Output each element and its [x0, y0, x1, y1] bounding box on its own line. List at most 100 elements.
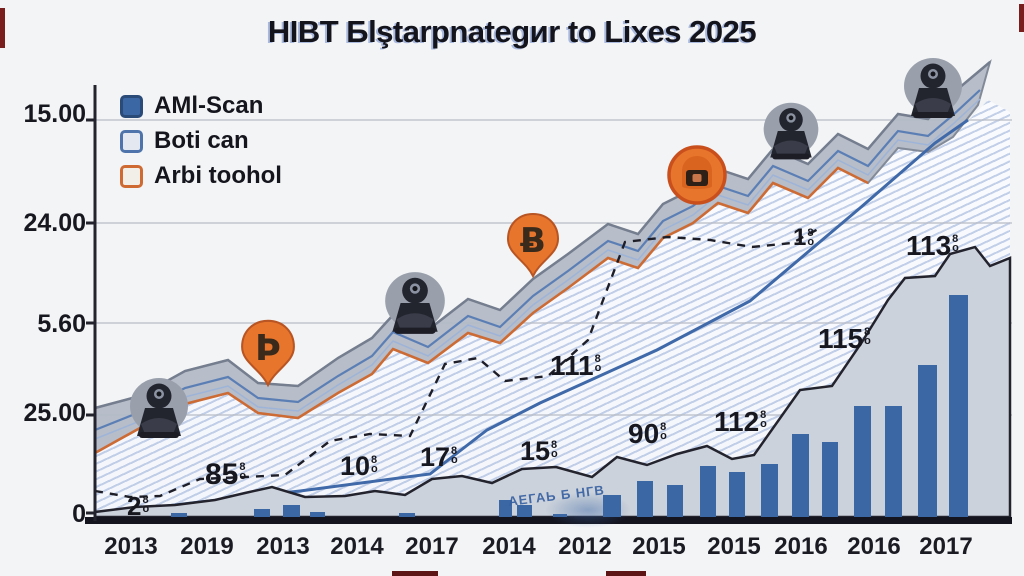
- x-axis-line: [85, 517, 1012, 524]
- aml-scan-bar: [399, 513, 415, 517]
- data-point-value: 1: [793, 224, 807, 251]
- data-point-label: 17 8 o: [420, 444, 458, 471]
- data-point-label: 113 8 o: [906, 232, 959, 260]
- aml-scan-bar: [761, 464, 778, 517]
- aml-scan-bar: [667, 485, 683, 517]
- aml-scan-bar: [949, 295, 968, 517]
- y-axis-label: 15.00: [23, 100, 86, 128]
- data-point-value: 111: [550, 350, 594, 381]
- aml-scan-bar: [822, 442, 838, 517]
- data-point-label: 10 8 o: [340, 453, 378, 480]
- chart-title: HIBT Бlştarpnategиr to Lixes 2025: [267, 14, 757, 49]
- legend-swatch-aml-scan-icon: [120, 94, 143, 118]
- x-axis-label: 2016: [774, 533, 828, 560]
- orange-pin-icon: Ƀ: [506, 212, 560, 279]
- pin-glyph: Þ: [255, 328, 281, 369]
- legend-label: Boti can: [154, 127, 249, 154]
- edge-artifact: [606, 571, 646, 576]
- edge-artifact: [392, 571, 438, 576]
- x-axis-label: 2017: [919, 533, 973, 560]
- x-axis-label: 2015: [632, 533, 686, 560]
- aml-scan-bar: [517, 505, 532, 517]
- edge-artifact: [0, 8, 5, 48]
- aml-scan-bar: [792, 434, 809, 517]
- aml-scan-bar: [729, 472, 745, 517]
- y-axis-label: 0: [72, 500, 86, 528]
- aml-scan-bar: [171, 513, 187, 517]
- x-axis-label: 2016: [847, 533, 901, 560]
- legend-item-boti-can: Boti can: [120, 127, 282, 155]
- mascot-skull-icon: [130, 378, 188, 438]
- aml-scan-bar: [637, 481, 653, 517]
- data-point-value: 2: [127, 491, 142, 521]
- aml-scan-bar: [553, 514, 567, 517]
- orange-robot-icon: [667, 145, 727, 205]
- x-axis-label: 2015: [707, 533, 761, 560]
- x-axis-label: 2019: [180, 533, 234, 560]
- mascot-skull-icon: [763, 102, 819, 160]
- foreground-mountain-area: [93, 245, 1012, 519]
- pin-glyph: Ƀ: [520, 221, 546, 261]
- blue-smudge: [545, 492, 631, 528]
- data-point-value: 115: [818, 323, 864, 354]
- arbi-toohol-orange-line: [94, 166, 869, 455]
- data-point-value: 113: [906, 230, 952, 261]
- data-point-label: 15 8 o: [520, 438, 558, 465]
- aml-scan-bar: [918, 365, 937, 517]
- data-point-value: 10: [340, 451, 371, 481]
- legend-label: AMl-Scan: [154, 92, 264, 119]
- x-axis-label: 2014: [482, 533, 536, 560]
- aml-scan-bar: [603, 495, 621, 517]
- aml-scan-bar: [283, 505, 300, 517]
- legend-label: Arbi toohol: [154, 162, 282, 189]
- x-axis-label: 2017: [405, 533, 459, 560]
- x-axis-label: 2013: [256, 533, 310, 560]
- y-axis-label: 24.00: [23, 209, 86, 237]
- edge-artifact: [1019, 4, 1024, 32]
- legend: AMl-Scan Boti can Arbi toohol: [120, 92, 282, 190]
- data-point-value: 17: [420, 442, 451, 472]
- aml-scan-bar: [854, 406, 871, 517]
- data-point-label: 90 8 o: [628, 420, 667, 448]
- aml-scan-bar: [254, 509, 270, 517]
- data-point-value: 90: [628, 418, 660, 449]
- band-inner-light-line: [94, 98, 981, 440]
- data-point-value: 85: [205, 458, 239, 491]
- data-point-label: 85 8 o: [205, 460, 246, 490]
- legend-swatch-arbi-toohol-icon: [120, 164, 143, 188]
- data-point-label: 111 8 o: [550, 352, 601, 380]
- band-inner-blue-line: [94, 89, 981, 432]
- legend-item-aml-scan: AMl-Scan: [120, 92, 282, 120]
- legend-swatch-boti-can-icon: [120, 129, 143, 153]
- aml-scan-bar: [700, 466, 716, 517]
- mascot-skull-icon: [904, 58, 962, 118]
- aml-scan-bar: [310, 512, 325, 517]
- upper-band-top-edge: [94, 61, 991, 410]
- x-axis-label: 2012: [558, 533, 612, 560]
- legend-item-arbi-toohol: Arbi toohol: [120, 162, 282, 190]
- x-axis-label: 2013: [104, 533, 158, 560]
- black-dashed-line: [94, 225, 823, 499]
- orange-pin-icon: Þ: [241, 319, 295, 388]
- data-point-value: 15: [520, 436, 551, 466]
- aml-scan-bar: [499, 500, 512, 517]
- y-axis-label: 25.00: [23, 399, 86, 427]
- data-point-label: 115 8 o: [818, 325, 871, 353]
- mascot-skull-icon: [385, 272, 445, 334]
- x-axis-label: 2014: [330, 533, 384, 560]
